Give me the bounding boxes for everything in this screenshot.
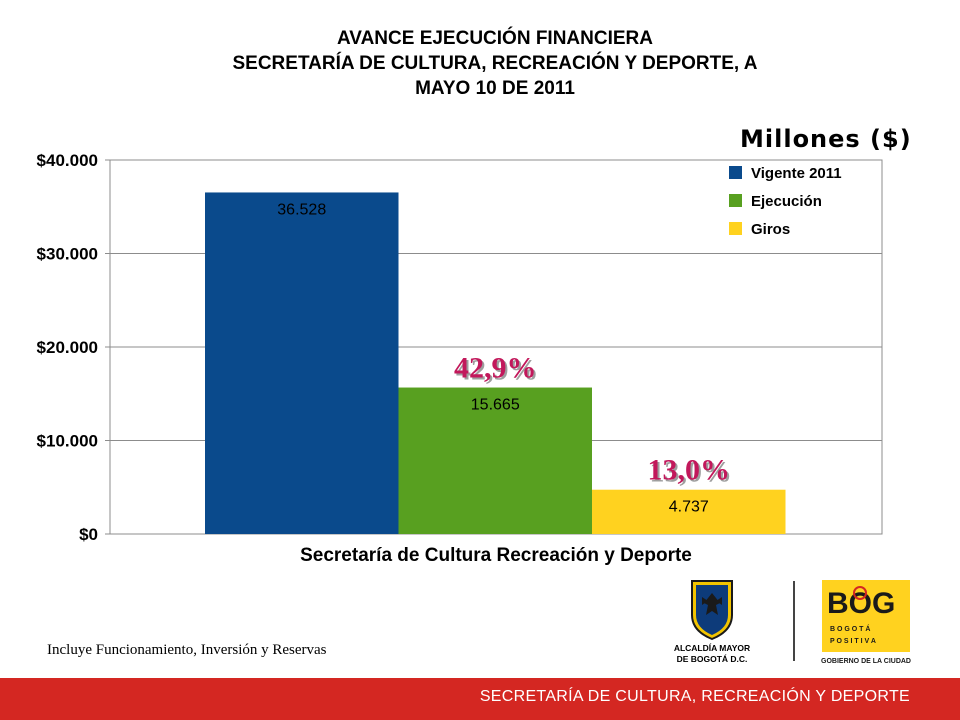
bog-logo-text: BOG — [827, 587, 895, 620]
legend-label: Ejecución — [751, 193, 822, 210]
footer-bar: SECRETARÍA DE CULTURA, RECREACIÓN Y DEPO… — [0, 678, 960, 720]
legend: Vigente 2011 Ejecución Giros — [729, 165, 842, 238]
chart-title: AVANCE EJECUCIÓN FINANCIERA SECRETARÍA D… — [100, 26, 890, 101]
bar-1 — [398, 387, 592, 534]
y-axis-ticks: $0 $10.000 $20.000 $30.000 $40.000 — [37, 151, 98, 544]
bog-bogota-text: B O G O T Á — [830, 624, 870, 633]
y-tick-label: $40.000 — [37, 151, 98, 170]
title-line-1: AVANCE EJECUCIÓN FINANCIERA — [337, 28, 653, 49]
bog-plus-icon — [853, 586, 867, 600]
percent-label-shadow: 13,0% — [650, 456, 733, 489]
data-label: 15.665 — [471, 397, 520, 414]
y-tick-label: $20.000 — [37, 338, 98, 357]
units-label: Millones ($) — [740, 125, 912, 153]
footnote: Incluye Funcionamiento, Inversión y Rese… — [47, 642, 327, 658]
gobierno-text: GOBIERNO DE LA CIUDAD — [821, 658, 911, 665]
data-label: 36.528 — [277, 201, 326, 218]
footer-text: SECRETARÍA DE CULTURA, RECREACIÓN Y DEPO… — [479, 688, 910, 705]
legend-label: Vigente 2011 — [751, 165, 842, 182]
alcaldia-label-1: ALCALDÍA MAYOR — [674, 643, 750, 653]
data-label: 4.737 — [669, 499, 709, 516]
logos: ALCALDÍA MAYOR DE BOGOTÁ D.C. BOG B O G … — [674, 580, 911, 665]
legend-swatch — [729, 222, 742, 235]
bars — [205, 192, 786, 534]
title-line-2: SECRETARÍA DE CULTURA, RECREACIÓN Y DEPO… — [232, 53, 758, 74]
bog-positiva-text: P O S I T I V A — [830, 638, 876, 645]
y-tick-label: $30.000 — [37, 245, 98, 264]
y-tick-label: $0 — [79, 525, 98, 544]
bar-2 — [592, 489, 786, 534]
legend-swatch — [729, 166, 742, 179]
alcaldia-shield-icon — [691, 580, 733, 641]
title-line-3: MAYO 10 DE 2011 — [415, 78, 575, 99]
percent-label-shadow: 42,9% — [456, 354, 539, 387]
legend-swatch — [729, 194, 742, 207]
y-tick-label: $10.000 — [37, 432, 98, 451]
alcaldia-label-2: DE BOGOTÁ D.C. — [677, 654, 748, 664]
percent-label: 42,9% — [454, 352, 537, 385]
legend-label: Giros — [751, 221, 790, 238]
bar-0 — [205, 192, 399, 534]
x-axis-label: Secretaría de Cultura Recreación y Depor… — [300, 545, 692, 566]
percent-label: 13,0% — [648, 454, 731, 487]
bar-chart: $0 $10.000 $20.000 $30.000 $40.000 36.528 15.… — [37, 151, 883, 566]
